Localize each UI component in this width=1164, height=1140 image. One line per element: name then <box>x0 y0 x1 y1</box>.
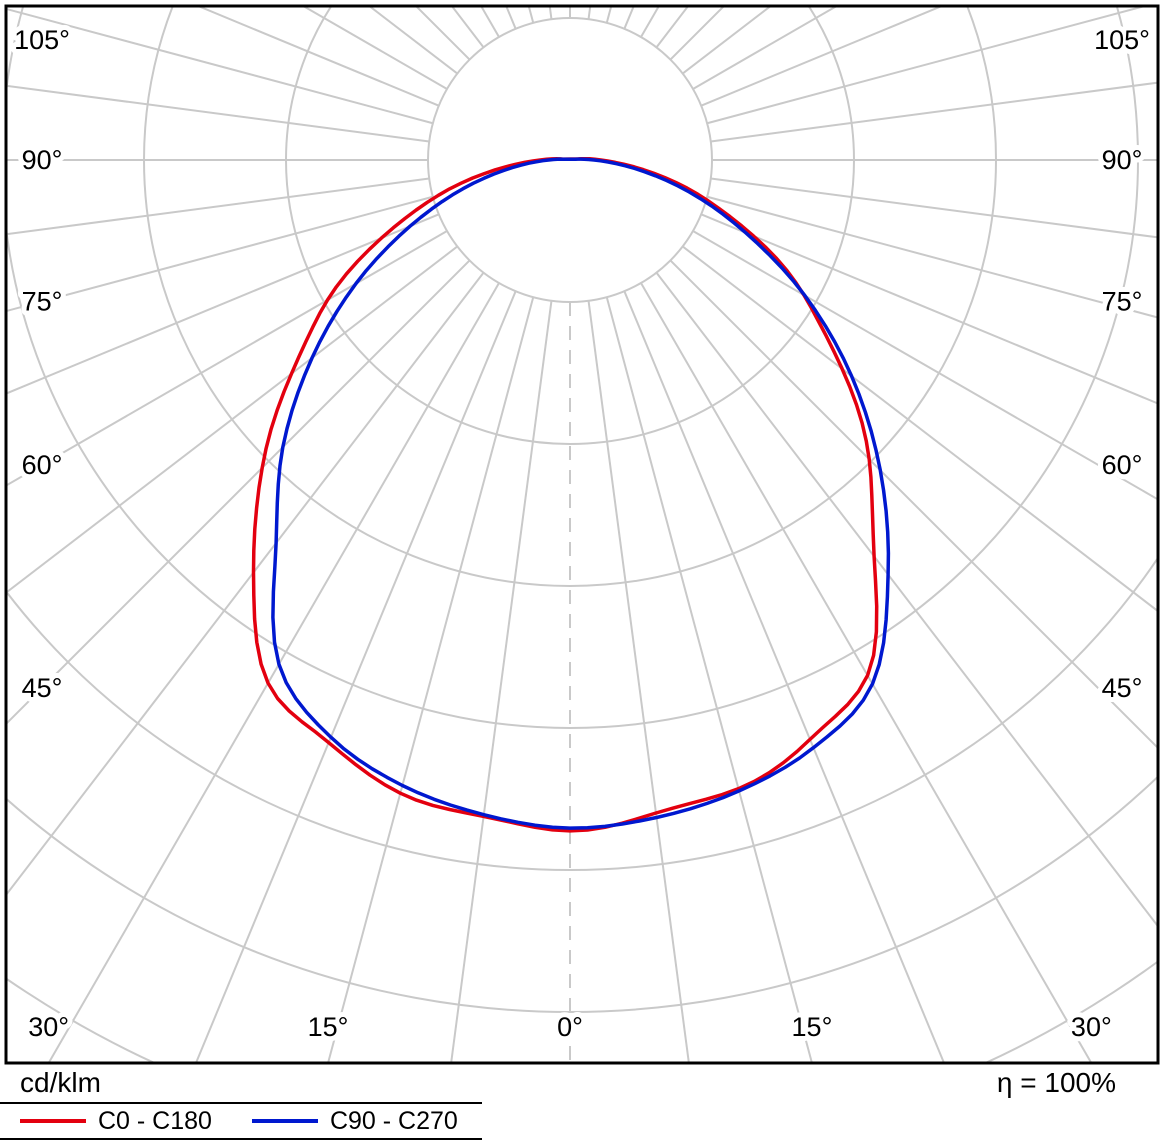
legend-entry-c0-c180: C0 - C180 <box>20 1108 212 1134</box>
grid-radial-line <box>623 290 946 1063</box>
curve-c90-c270 <box>271 157 891 830</box>
grid-radial-line <box>605 296 813 1063</box>
grid-radial-line <box>6 177 430 236</box>
angle-labels: 105° 90° 75° 60° 45° 105° 90° 75° 60° 45° 30° 15° 0°… <box>9 20 1155 1047</box>
grid-ring <box>6 775 1158 1013</box>
grid-radial-line <box>6 245 458 595</box>
legend-entry-c90-c270: C90 - C270 <box>251 1107 458 1135</box>
angle-label: 105° <box>14 25 70 55</box>
grid-radial-line <box>194 290 517 1063</box>
angle-label: 15° <box>308 1012 349 1042</box>
grid-radial-line <box>692 230 1158 501</box>
grid-radial-line <box>700 213 1158 405</box>
grid-radial-line <box>195 6 440 107</box>
polar-chart-svg: 105° 90° 75° 60° 45° 105° 90° 75° 60° 45° 30° 15° 0°… <box>4 4 1160 1065</box>
angle-label: 75° <box>22 286 63 316</box>
angle-label: 90° <box>1102 145 1143 175</box>
grid-radial-line <box>605 6 613 24</box>
chart-border <box>4 4 1160 1065</box>
grid-radial-line <box>710 81 1158 143</box>
grid-radial-line <box>6 195 434 313</box>
angle-label: 30° <box>28 1012 69 1042</box>
polar-chart: 105° 90° 75° 60° 45° 105° 90° 75° 60° 45° 30° 15° 0°… <box>4 4 1160 1065</box>
units-label: cd/klm <box>20 1067 101 1098</box>
angle-label: 45° <box>22 673 63 703</box>
grid-radial-line <box>623 6 635 30</box>
grid-radial-line <box>700 6 945 107</box>
intensity-curves <box>251 156 891 833</box>
grid-radial-line <box>669 259 1158 750</box>
grid-radial-line <box>527 6 535 24</box>
grid-radial-line <box>640 282 1093 1063</box>
efficiency-label: η = 100% <box>996 1067 1116 1098</box>
grid-radial-line <box>47 282 500 1063</box>
grid-radial-line <box>6 272 485 897</box>
grid-radial-line <box>706 6 1149 125</box>
polar-grid <box>6 6 1158 1063</box>
grid-radial-line <box>6 84 430 143</box>
angle-label: 0° <box>557 1012 583 1042</box>
grid-radial-line <box>6 7 434 125</box>
legend-label: C90 - C270 <box>329 1107 458 1135</box>
grid-ring <box>6 555 1158 871</box>
angle-label: 75° <box>1102 286 1143 316</box>
angle-label: 15° <box>792 1012 833 1042</box>
grid-radial-line <box>682 245 1158 613</box>
grid-radial-line <box>706 195 1158 319</box>
grid-radial-line <box>450 300 553 1063</box>
angle-label: 30° <box>1071 1012 1112 1042</box>
grid-radial-line <box>669 6 726 61</box>
grid-radial-line <box>327 296 535 1063</box>
angle-label: 60° <box>1102 450 1143 480</box>
grid-radial-line <box>6 230 448 487</box>
angle-label: 45° <box>1102 673 1143 703</box>
angle-label: 60° <box>22 450 63 480</box>
grid-radial-line <box>6 213 440 395</box>
legend-swatch <box>20 1119 86 1123</box>
grid-radial-line <box>710 177 1158 239</box>
footer-row: cd/klm η = 100% <box>0 1066 1164 1100</box>
legend: C0 - C180 C90 - C270 <box>0 1102 482 1140</box>
legend-swatch <box>251 1119 318 1123</box>
angle-label: 105° <box>1094 25 1150 55</box>
grid-radial-line <box>682 6 773 75</box>
grid-radial-line <box>6 259 471 726</box>
grid-radial-line <box>655 272 1158 928</box>
grid-radial-line <box>587 300 690 1063</box>
legend-label: C0 - C180 <box>98 1107 212 1135</box>
chart-footer: cd/klm η = 100% C0 - C180 C90 - C270 <box>0 1066 1164 1140</box>
grid-radial-line <box>505 6 517 30</box>
curve-c0-c180 <box>251 156 879 833</box>
angle-label: 90° <box>22 145 63 175</box>
